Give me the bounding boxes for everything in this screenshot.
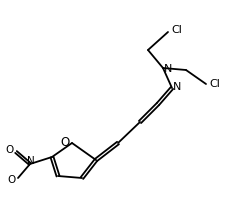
Text: N: N <box>173 82 181 92</box>
Text: N: N <box>164 64 172 74</box>
Text: O: O <box>6 145 14 155</box>
Text: O: O <box>60 136 70 149</box>
Text: N: N <box>27 156 35 166</box>
Text: O: O <box>8 175 16 185</box>
Text: Cl: Cl <box>172 25 183 35</box>
Text: Cl: Cl <box>210 79 220 89</box>
